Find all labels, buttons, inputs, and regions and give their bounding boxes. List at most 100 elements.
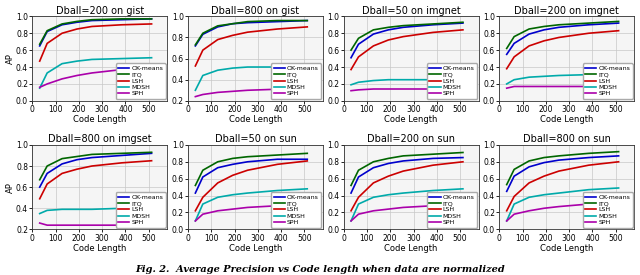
LSH: [118, 161, 125, 164]
Line: LSH: LSH: [195, 27, 307, 66]
OK-means: [385, 28, 392, 32]
MDSH: [615, 186, 623, 190]
Line: LSH: LSH: [40, 161, 152, 199]
LSH: [118, 23, 125, 26]
MDSH: [615, 73, 623, 76]
OK-means: [525, 32, 533, 36]
Line: ITQ: ITQ: [195, 153, 307, 185]
ITQ: [540, 25, 548, 28]
Line: MDSH: MDSH: [40, 208, 152, 214]
MDSH: [429, 78, 437, 81]
LSH: [555, 36, 563, 39]
OK-means: [199, 33, 207, 36]
LSH: [503, 209, 511, 213]
ITQ: [148, 151, 156, 154]
OK-means: [385, 162, 392, 165]
Line: ITQ: ITQ: [40, 19, 152, 44]
SPH: [615, 201, 623, 204]
Line: ITQ: ITQ: [40, 152, 152, 180]
LSH: [148, 22, 156, 26]
SPH: [459, 87, 467, 91]
SPH: [525, 85, 533, 88]
LSH: [615, 160, 623, 163]
ITQ: [214, 24, 221, 28]
LSH: [399, 169, 407, 173]
SPH: [615, 85, 623, 88]
MDSH: [503, 219, 511, 222]
Line: MDSH: MDSH: [507, 75, 619, 84]
OK-means: [244, 21, 252, 24]
LSH: [191, 64, 199, 68]
OK-means: [615, 21, 623, 25]
LSH: [585, 164, 593, 167]
SPH: [429, 87, 437, 91]
MDSH: [555, 191, 563, 195]
LSH: [369, 44, 377, 48]
ITQ: [273, 153, 281, 157]
ITQ: [347, 48, 355, 52]
LSH: [369, 181, 377, 185]
LSH: [36, 59, 44, 63]
LSH: [540, 175, 548, 178]
Line: OK-means: OK-means: [507, 156, 619, 191]
LSH: [429, 31, 437, 34]
SPH: [44, 224, 51, 227]
OK-means: [459, 156, 467, 159]
OK-means: [58, 162, 66, 166]
LSH: [399, 35, 407, 38]
SPH: [244, 206, 252, 209]
OK-means: [303, 158, 311, 161]
Legend: OK-means, ITQ, LSH, MDSH, SPH: OK-means, ITQ, LSH, MDSH, SPH: [271, 192, 321, 227]
LSH: [73, 167, 81, 171]
SPH: [44, 82, 51, 86]
SPH: [303, 203, 311, 207]
SPH: [148, 224, 156, 227]
ITQ: [244, 20, 252, 23]
OK-means: [369, 166, 377, 169]
Line: MDSH: MDSH: [195, 189, 307, 221]
SPH: [459, 202, 467, 206]
MDSH: [355, 202, 362, 206]
MDSH: [555, 74, 563, 77]
Line: ITQ: ITQ: [351, 22, 463, 50]
LSH: [385, 38, 392, 42]
ITQ: [191, 184, 199, 187]
ITQ: [385, 26, 392, 29]
OK-means: [355, 175, 362, 179]
SPH: [503, 87, 511, 90]
OK-means: [148, 152, 156, 155]
MDSH: [369, 196, 377, 199]
OK-means: [303, 19, 311, 22]
ITQ: [399, 24, 407, 27]
OK-means: [555, 26, 563, 29]
ITQ: [540, 156, 548, 159]
Line: LSH: LSH: [351, 30, 463, 70]
MDSH: [88, 208, 96, 211]
Line: ITQ: ITQ: [351, 153, 463, 185]
SPH: [369, 87, 377, 91]
ITQ: [459, 21, 467, 24]
LSH: [273, 163, 281, 166]
SPH: [58, 77, 66, 81]
Line: LSH: LSH: [40, 24, 152, 61]
SPH: [199, 213, 207, 216]
LSH: [510, 195, 518, 198]
OK-means: [229, 163, 237, 166]
MDSH: [73, 208, 81, 211]
SPH: [540, 207, 548, 210]
MDSH: [44, 71, 51, 75]
SPH: [399, 206, 407, 209]
LSH: [244, 31, 252, 34]
MDSH: [36, 87, 44, 90]
OK-means: [399, 26, 407, 29]
ITQ: [44, 164, 51, 168]
ITQ: [555, 23, 563, 26]
ITQ: [615, 20, 623, 23]
OK-means: [525, 165, 533, 169]
X-axis label: Code Length: Code Length: [229, 116, 282, 124]
OK-means: [510, 175, 518, 178]
MDSH: [148, 56, 156, 59]
MDSH: [191, 89, 199, 92]
LSH: [347, 68, 355, 71]
Line: ITQ: ITQ: [195, 21, 307, 45]
